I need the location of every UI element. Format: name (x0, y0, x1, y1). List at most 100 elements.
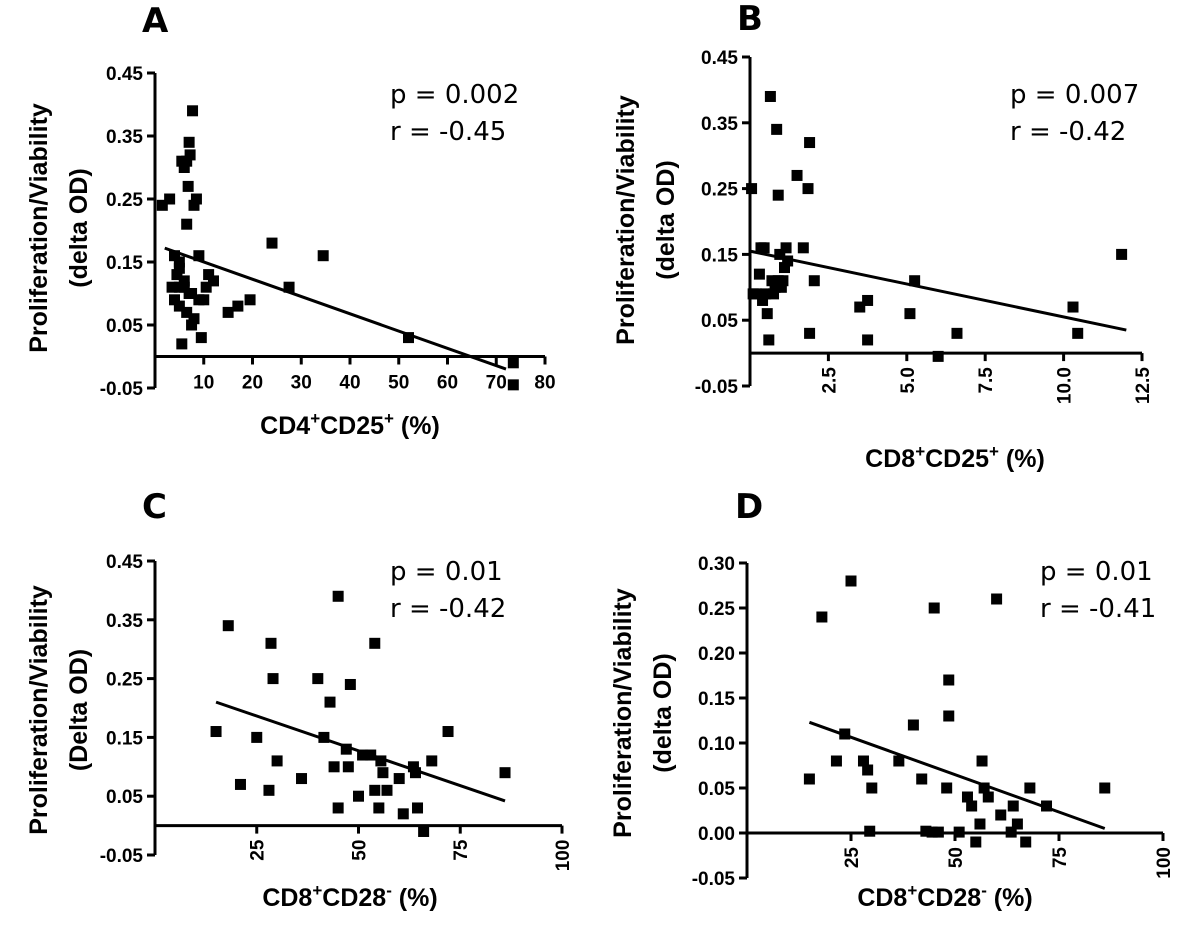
x-axis-label: CD8+CD28- (%) (262, 881, 437, 912)
x-axis-label-part: CD8 (262, 884, 312, 912)
data-point (941, 782, 953, 794)
chart-panel-b: B -0.05 0.05 0.15 0.25 0.35 0.45 2.5 5.0 7.5 10.0 1… (612, 0, 1154, 473)
data-point (244, 294, 256, 306)
data-point (839, 728, 851, 740)
data-point (296, 773, 308, 785)
x-tick-label: 60 (437, 373, 458, 394)
data-point (777, 275, 789, 287)
data-point (951, 327, 963, 339)
data-point (266, 237, 278, 249)
y-tick-label: 0.45 (701, 48, 738, 69)
x-axis-label-superscript: + (384, 409, 394, 428)
data-point (953, 826, 965, 838)
data-point (164, 193, 176, 205)
data-point (916, 773, 928, 785)
data-point (976, 755, 988, 767)
data-point (332, 590, 344, 602)
data-point (1067, 301, 1079, 313)
r-value-label: r = -0.42 (390, 594, 506, 624)
data-point (928, 602, 940, 614)
data-point (169, 294, 180, 306)
data-point (943, 710, 955, 722)
data-point (1072, 327, 1084, 339)
data-point (862, 764, 874, 776)
regression-line (808, 720, 1106, 830)
x-axis-label-part: (%) (392, 884, 438, 912)
p-value-label: p = 0.01 (1040, 557, 1153, 587)
data-point (200, 281, 212, 293)
data-point (943, 674, 955, 686)
data-point (232, 300, 244, 312)
data-point (802, 183, 814, 195)
data-point (251, 731, 263, 743)
data-point (763, 334, 775, 346)
x-axis-label-superscript: - (386, 881, 392, 900)
data-point (803, 773, 815, 785)
y-tick-label: 0.25 (698, 599, 735, 620)
data-point (203, 269, 215, 281)
data-point (932, 350, 944, 362)
data-point (181, 306, 193, 318)
y-tick-label: 0.20 (698, 644, 735, 665)
data-point (171, 269, 183, 281)
y-tick-label: 0.15 (701, 245, 738, 266)
data-point (169, 250, 180, 262)
data-point (324, 696, 336, 708)
y-tick-label: 0.05 (106, 316, 143, 337)
data-point (760, 288, 772, 300)
data-point (195, 332, 207, 344)
data-point (156, 199, 168, 211)
data-point (188, 199, 200, 211)
x-axis-label-part: CD8 (865, 445, 915, 473)
y-tick-label: 0.05 (701, 311, 738, 332)
data-point (966, 800, 978, 812)
x-tick-label: 75 (451, 839, 472, 861)
y-tick-label: 0.25 (106, 190, 143, 211)
y-tick-label: 0.00 (698, 824, 735, 845)
y-axis-label-units: (Delta OD) (65, 649, 93, 771)
data-point (1116, 248, 1128, 260)
data-point (210, 726, 222, 738)
data-point (183, 136, 195, 148)
y-tick-label: 0.10 (698, 734, 735, 755)
data-point (761, 308, 773, 320)
data-point (1011, 818, 1023, 830)
p-value-label: p = 0.002 (390, 80, 519, 110)
y-tick-label: -0.05 (692, 869, 736, 890)
x-tick-label: 50 (388, 373, 409, 394)
data-point (369, 637, 381, 649)
data-point (222, 620, 234, 632)
data-point (186, 288, 198, 299)
data-point (909, 275, 921, 287)
data-point (804, 137, 816, 149)
chart-panel-a: A -0.05 0.05 0.15 0.25 0.35 0.45 10 20 30 40 50 60 70… (25, 1, 556, 440)
y-tick-label: 0.35 (106, 127, 143, 148)
y-tick-label: -0.05 (695, 377, 739, 398)
data-point (418, 825, 430, 837)
data-point (1041, 800, 1053, 812)
data-point (1007, 800, 1019, 812)
data-point (507, 379, 519, 391)
data-point (774, 248, 786, 260)
regression-line (749, 249, 1127, 332)
data-point (775, 281, 787, 293)
x-axis-label-part: CD28 (917, 884, 981, 912)
data-point (862, 294, 874, 306)
data-point (866, 782, 878, 794)
data-point (328, 761, 340, 773)
x-axis-label-superscript: + (907, 881, 917, 900)
x-tick-label: 50 (350, 840, 371, 861)
data-point (332, 802, 344, 814)
x-axis-label-part: CD4 (260, 412, 310, 440)
x-tick-label: 40 (339, 373, 360, 394)
data-point (340, 743, 352, 755)
data-point (771, 123, 783, 135)
y-axis-label: Proliferation/Viability (25, 585, 53, 835)
chart-panel-d: D -0.05 0.00 0.05 0.10 0.15 0.20 0.25 0.30 25 50 75… (609, 487, 1175, 912)
y-tick-label: 0.35 (106, 611, 143, 632)
data-point (178, 281, 190, 293)
panel-letter: C (142, 487, 167, 527)
regression-line (164, 246, 507, 371)
data-point (797, 242, 809, 254)
